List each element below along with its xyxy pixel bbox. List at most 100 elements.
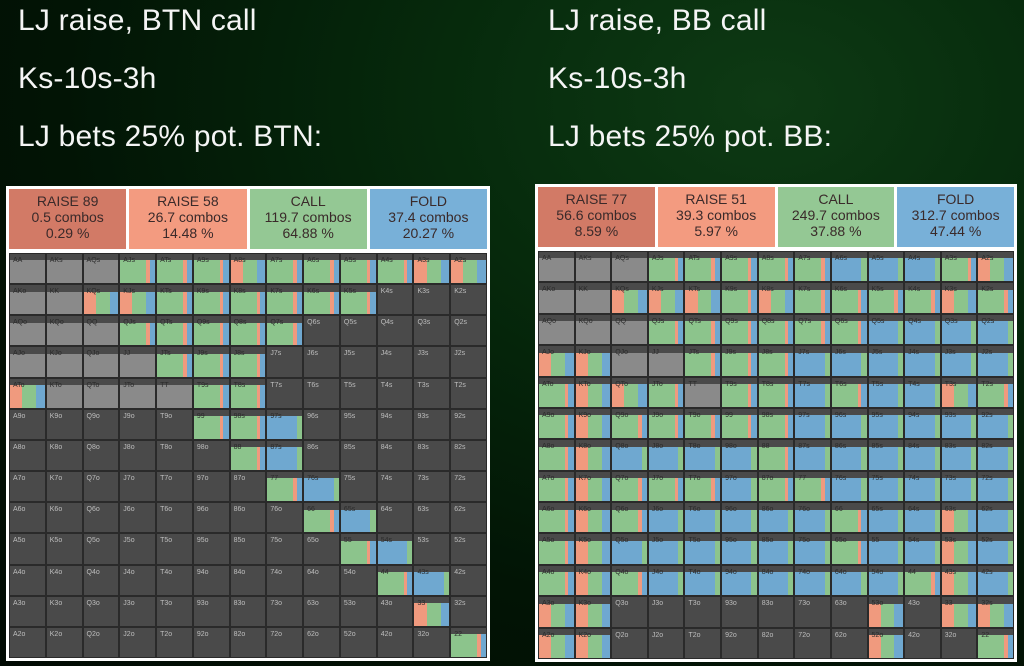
hand-cell[interactable]: QQ [611,313,648,346]
hand-cell[interactable]: 77 [794,470,831,503]
hand-cell[interactable]: 63s [413,502,451,534]
hand-cell[interactable]: T7s [266,377,304,409]
hand-cell[interactable]: KQs [82,284,120,316]
hand-cell[interactable]: J8o [119,439,157,472]
hand-cell[interactable]: 52o [339,626,377,658]
hand-cell[interactable]: K6s [830,282,868,314]
hand-cell[interactable]: KTo [45,377,83,409]
hand-cell[interactable]: 82o [229,626,267,658]
hand-cell[interactable]: 87o [229,471,267,503]
hand-cell[interactable]: 52o [867,627,905,659]
hand-cell[interactable]: J6s [303,346,340,378]
hand-cell[interactable]: Q6o [611,502,648,534]
hand-cell[interactable]: T8s [757,376,795,408]
hand-cell[interactable]: 85o [229,533,267,565]
hand-cell[interactable]: J9s [721,345,758,377]
hand-cell[interactable]: A3o [538,596,575,628]
hand-cell[interactable]: T3o [156,595,193,627]
hand-cell[interactable]: T4o [156,564,193,596]
hand-cell[interactable]: 82o [757,627,795,659]
hand-cell[interactable]: T2s [450,377,487,409]
hand-cell[interactable]: 88 [757,439,795,471]
hand-cell[interactable]: 63o [830,596,868,628]
hand-cell[interactable]: 74s [904,470,941,503]
hand-cell[interactable]: JTs [156,346,193,378]
hand-cell[interactable]: K2s [977,282,1014,314]
hand-cell[interactable]: Q5s [867,313,905,346]
hand-cell[interactable]: T3o [684,596,722,628]
hand-cell[interactable]: AKo [538,282,575,314]
hand-cell[interactable]: Q3o [82,595,120,627]
hand-cell[interactable]: KJs [119,284,157,316]
hand-cell[interactable]: 82s [450,439,487,472]
hand-cell[interactable]: T5o [684,533,722,565]
hand-cell[interactable]: Q9o [611,407,648,440]
hand-cell[interactable]: T9s [721,376,758,408]
hand-cell[interactable]: KK [45,284,83,316]
hand-cell[interactable]: K4o [574,564,612,597]
hand-cell[interactable]: 98s [757,407,795,440]
hand-cell[interactable]: 92o [721,627,758,659]
hand-cell[interactable]: T2o [684,627,722,659]
hand-cell[interactable]: 42s [977,564,1014,597]
hand-cell[interactable]: 53s [413,533,451,565]
hand-cell[interactable]: 55 [867,533,905,565]
hand-cell[interactable]: Q9s [721,313,758,346]
hand-cell[interactable]: K4s [904,282,941,314]
hand-cell[interactable]: JJ [119,346,157,378]
hand-cell[interactable]: 85s [339,439,377,472]
hand-cell[interactable]: KTs [684,282,722,314]
hand-cell[interactable]: 83o [229,595,267,627]
hand-cell[interactable]: KJs [647,282,685,314]
hand-cell[interactable]: QQ [82,315,120,347]
hand-cell[interactable]: 32s [977,596,1014,628]
hand-cell[interactable]: 84o [229,564,267,596]
hand-cell[interactable]: 66 [303,502,340,534]
hand-cell[interactable]: J2s [450,346,487,378]
hand-cell[interactable]: T6o [156,502,193,534]
hand-cell[interactable]: 97s [266,408,304,440]
hand-cell[interactable]: A9o [538,407,575,440]
hand-cell[interactable]: AJs [647,251,685,283]
hand-cell[interactable]: J8o [647,439,685,471]
hand-cell[interactable]: A4o [538,564,575,597]
hand-cell[interactable]: KQs [611,282,648,314]
hand-cell[interactable]: 97o [192,471,230,503]
hand-cell[interactable]: J8s [757,345,795,377]
hand-cell[interactable]: 86s [830,439,868,471]
hand-cell[interactable]: J2o [647,627,685,659]
hand-cell[interactable]: JTo [119,377,157,409]
hand-cell[interactable]: J3s [940,345,978,377]
hand-cell[interactable]: ATs [156,253,193,285]
hand-cell[interactable]: 84s [376,439,414,472]
hand-cell[interactable]: 33 [413,595,451,627]
hand-cell[interactable]: 54s [904,533,941,565]
hand-cell[interactable]: Q6s [303,315,340,347]
hand-cell[interactable]: ATo [9,377,46,409]
hand-cell[interactable]: QTs [156,315,193,347]
hand-cell[interactable]: J5s [339,346,377,378]
hand-cell[interactable]: 54o [867,564,905,597]
hand-cell[interactable]: T8o [156,439,193,472]
hand-cell[interactable]: 44 [904,564,941,597]
hand-cell[interactable]: T7o [156,471,193,503]
hand-cell[interactable]: J9s [192,346,230,378]
hand-cell[interactable]: Q8s [757,313,795,346]
hand-cell[interactable]: 72s [450,471,487,503]
hand-cell[interactable]: Q7o [82,471,120,503]
hand-cell[interactable]: A3s [940,251,978,283]
hand-cell[interactable]: K9s [721,282,758,314]
hand-cell[interactable]: 63o [303,595,340,627]
hand-cell[interactable]: 87o [757,470,795,503]
hand-cell[interactable]: 22 [977,627,1014,659]
hand-cell[interactable]: 64o [303,564,340,596]
hand-cell[interactable]: K9o [574,407,612,440]
hand-cell[interactable]: 43o [376,595,414,627]
hand-cell[interactable]: KK [574,282,612,314]
hand-cell[interactable]: 53o [339,595,377,627]
hand-cell[interactable]: 93s [413,408,451,440]
hand-cell[interactable]: KQo [45,315,83,347]
hand-cell[interactable]: K2o [45,626,83,658]
hand-cell[interactable]: T6s [303,377,340,409]
hand-cell[interactable]: A6s [830,251,868,283]
